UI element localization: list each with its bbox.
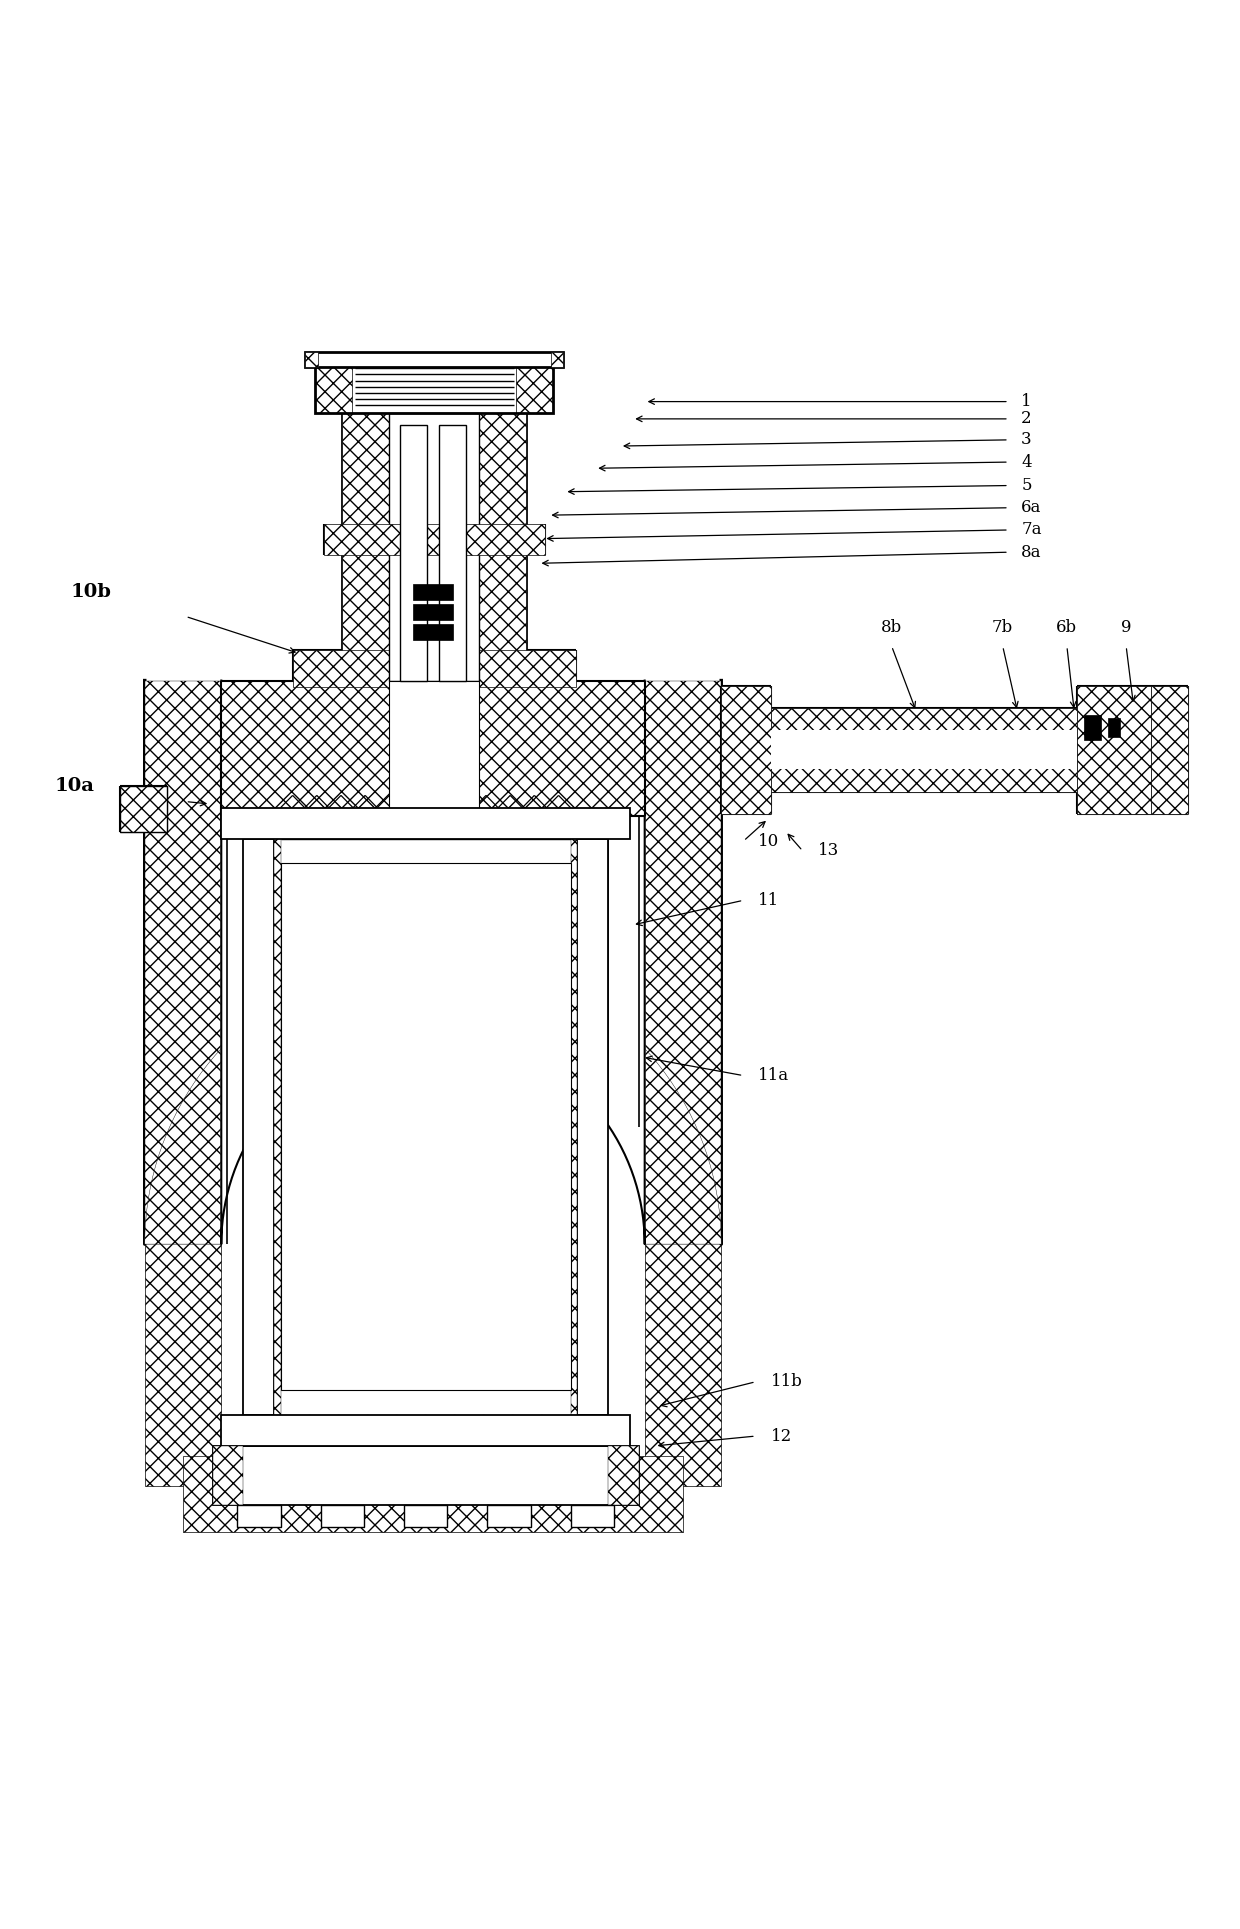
Bar (570, 839, 577, 1416)
Text: 6a: 6a (1022, 500, 1042, 517)
Text: 13: 13 (817, 843, 838, 860)
Bar (516, 365, 553, 413)
Bar (577, 839, 608, 1416)
Bar (1076, 685, 1151, 814)
Bar (280, 864, 570, 1391)
Bar (413, 584, 453, 600)
Text: 7a: 7a (1022, 521, 1042, 538)
Bar (120, 785, 167, 833)
Bar (321, 1505, 363, 1528)
Bar (722, 685, 770, 814)
Bar (480, 413, 526, 681)
Text: 9: 9 (1121, 619, 1131, 637)
Bar (212, 1447, 243, 1505)
Polygon shape (145, 681, 722, 1244)
Bar (305, 353, 317, 367)
Text: 10a: 10a (55, 777, 94, 795)
Bar (399, 424, 427, 681)
Text: 8a: 8a (1022, 544, 1042, 561)
Bar (608, 1447, 639, 1505)
Bar (645, 681, 722, 1244)
Bar (221, 808, 630, 839)
Bar (221, 681, 645, 816)
Text: 1: 1 (1022, 394, 1032, 411)
Bar (1151, 685, 1188, 814)
Bar (487, 1505, 531, 1528)
Bar (293, 650, 575, 687)
Bar (389, 681, 480, 816)
Text: 2: 2 (1022, 411, 1032, 428)
Bar (551, 353, 563, 367)
Bar (145, 681, 221, 1487)
Bar (305, 353, 563, 367)
Bar (770, 729, 1076, 770)
Bar (404, 1505, 448, 1528)
Text: 4: 4 (1022, 453, 1032, 471)
Text: 6b: 6b (1056, 619, 1078, 637)
Bar (243, 839, 274, 1416)
Text: 12: 12 (770, 1427, 792, 1445)
Text: 11a: 11a (758, 1067, 790, 1084)
Bar (645, 681, 722, 1487)
Text: 11: 11 (758, 891, 780, 909)
Bar (1084, 716, 1101, 741)
Bar (237, 1505, 280, 1528)
Bar (570, 1505, 614, 1528)
Polygon shape (221, 681, 645, 1244)
Bar (1107, 718, 1120, 737)
Bar (221, 1416, 630, 1447)
Bar (439, 424, 466, 681)
Bar (324, 525, 544, 556)
Text: 11b: 11b (770, 1373, 802, 1391)
Bar (389, 413, 480, 681)
Bar (184, 1456, 683, 1532)
Bar (145, 681, 221, 1244)
Text: 5: 5 (1022, 476, 1032, 494)
Bar (342, 413, 389, 681)
Bar (413, 604, 453, 619)
Polygon shape (145, 957, 722, 1244)
Bar (274, 839, 280, 1416)
Text: 8b: 8b (880, 619, 903, 637)
Text: 7b: 7b (992, 619, 1013, 637)
Bar (315, 365, 352, 413)
Bar (413, 623, 453, 640)
Bar (212, 1447, 639, 1505)
Bar (770, 708, 1076, 791)
Text: 3: 3 (1022, 432, 1032, 448)
Text: 10b: 10b (71, 583, 112, 600)
Bar (315, 365, 553, 413)
Text: 10: 10 (758, 833, 780, 849)
